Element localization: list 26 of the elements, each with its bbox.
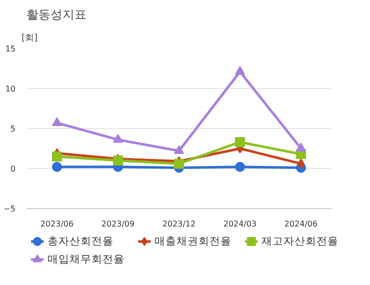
y-tick-label: 5	[10, 124, 16, 134]
x-tick-label: 2023/06	[40, 220, 74, 228]
x-tick-label: 2024/03	[223, 220, 257, 228]
point	[113, 134, 123, 143]
point	[174, 145, 184, 154]
x-tick-label: 2023/12	[162, 220, 196, 228]
y-tick-label: 15	[5, 44, 16, 54]
point	[52, 162, 62, 172]
y-axis-title: [회]	[22, 34, 38, 44]
point	[52, 152, 62, 162]
legend-label: 재고자산회전율	[261, 236, 338, 248]
legend-label: 총자산회전율	[47, 236, 114, 248]
legend-label: 매출채권회전율	[154, 236, 232, 248]
chart-title: 활동성지표	[26, 8, 86, 22]
legend-label: 매입채무회전율	[47, 254, 124, 266]
x-tick-label: 2023/09	[101, 220, 135, 228]
point	[296, 142, 306, 152]
point	[174, 158, 184, 169]
y-tick-label: 10	[5, 84, 16, 94]
point	[235, 137, 245, 148]
y-tick-label: −5	[4, 204, 16, 214]
point	[235, 66, 245, 75]
point	[235, 162, 245, 172]
x-tick-label: 2024/06	[284, 220, 318, 228]
y-tick-label: 0	[10, 164, 16, 174]
point	[52, 117, 62, 126]
